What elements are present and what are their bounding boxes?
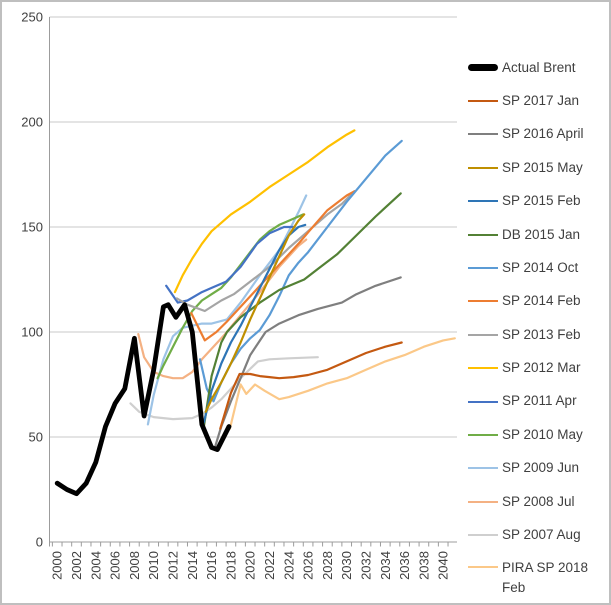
- x-axis-label: 2024: [281, 551, 296, 580]
- legend-item-sp-2014-oct[interactable]: SP 2014 Oct: [468, 251, 609, 284]
- legend-label: SP 2007 Aug: [502, 527, 581, 543]
- chart-legend: Actual Brent SP 2017 Jan SP 2016 April SP 2…: [468, 51, 609, 599]
- x-axis-label: 2006: [108, 551, 123, 580]
- x-axis-label: 2004: [88, 551, 103, 580]
- legend-label: SP 2014 Oct: [502, 259, 579, 275]
- x-axis-label: 2022: [262, 551, 277, 580]
- legend-label: SP 2015 May: [502, 159, 583, 175]
- legend-swatch-sp-2017-jan: [468, 100, 498, 103]
- x-axis-label: 2016: [204, 551, 219, 580]
- legend-swatch-sp-2014-feb: [468, 300, 498, 303]
- legend-label: SP 2013 Feb: [502, 326, 581, 342]
- x-axis-label: 2000: [50, 551, 65, 580]
- legend-label: PIRA SP 2018 Feb: [502, 559, 589, 596]
- legend-item-sp-2011-apr[interactable]: SP 2011 Apr: [468, 385, 609, 418]
- series-line-sp-2017-jan[interactable]: [219, 341, 403, 430]
- series-line-sp-2013-feb[interactable]: [175, 190, 356, 313]
- x-axis-label: 2008: [127, 551, 142, 580]
- x-axis-label: 2026: [301, 551, 316, 580]
- legend-label: SP 2016 April: [502, 126, 584, 142]
- x-axis-label: 2010: [146, 551, 161, 580]
- series-line-sp-2012-mar[interactable]: [173, 129, 356, 294]
- legend-item-sp-2012-mar[interactable]: SP 2012 Mar: [468, 352, 609, 385]
- legend-item-sp-2008-jul[interactable]: SP 2008 Jul: [468, 485, 609, 518]
- x-axis-label: 2018: [223, 551, 238, 580]
- series-line-sp-2016-april[interactable]: [214, 276, 402, 447]
- series-line-sp-2014-oct[interactable]: [198, 139, 403, 403]
- legend-swatch-sp-2016-april: [468, 133, 498, 136]
- legend-label: SP 2012 Mar: [502, 360, 581, 376]
- series-line-sp-2015-may[interactable]: [204, 213, 306, 413]
- series-line-sp-2007-aug[interactable]: [129, 356, 319, 421]
- x-axis-label: 2036: [397, 551, 412, 580]
- series-line-pira-sp-2018-feb[interactable]: [228, 337, 456, 430]
- series-line-sp-2011-apr[interactable]: [165, 225, 296, 304]
- legend-item-pira-sp-2018-feb[interactable]: PIRA SP 2018 Feb: [468, 552, 609, 599]
- legend-swatch-sp-2015-feb: [468, 200, 498, 203]
- legend-swatch-sp-2010-may: [468, 433, 498, 436]
- x-axis-label: 2012: [166, 551, 181, 580]
- legend-swatch-sp-2013-feb: [468, 333, 498, 336]
- x-axis-label: 2038: [416, 551, 431, 580]
- legend-swatch-sp-2012-mar: [468, 367, 498, 370]
- x-axis-label: 2028: [320, 551, 335, 580]
- legend-item-db-2015-jan[interactable]: DB 2015 Jan: [468, 218, 609, 251]
- legend-item-sp-2014-feb[interactable]: SP 2014 Feb: [468, 285, 609, 318]
- legend-item-sp-2015-feb[interactable]: SP 2015 Feb: [468, 185, 609, 218]
- x-axis-label: 2040: [436, 551, 451, 580]
- y-axis-label: 100: [21, 325, 43, 340]
- legend-item-sp-2013-feb[interactable]: SP 2013 Feb: [468, 318, 609, 351]
- legend-label: SP 2014 Feb: [502, 293, 581, 309]
- legend-label: SP 2008 Jul: [502, 493, 575, 509]
- y-axis-label: 50: [29, 430, 43, 445]
- y-axis-label: 0: [36, 535, 43, 550]
- legend-swatch-sp-2008-jul: [468, 500, 498, 503]
- legend-swatch-sp-2007-aug: [468, 534, 498, 537]
- legend-item-actual-brent[interactable]: Actual Brent: [468, 51, 609, 84]
- legend-swatch-sp-2015-may: [468, 166, 498, 169]
- legend-label: SP 2009 Jun: [502, 460, 580, 476]
- legend-swatch-sp-2011-apr: [468, 400, 498, 403]
- series-line-sp-2008-jul[interactable]: [137, 238, 308, 380]
- legend-swatch-db-2015-jan: [468, 233, 498, 236]
- legend-label: SP 2011 Apr: [502, 393, 577, 409]
- series-line-actual-brent[interactable]: [54, 302, 232, 497]
- y-axis-label: 200: [21, 115, 43, 130]
- y-axis-label: 150: [21, 220, 43, 235]
- x-axis-label: 2014: [185, 551, 200, 580]
- legend-item-sp-2009-jun[interactable]: SP 2009 Jun: [468, 452, 609, 485]
- x-axis-label: 2034: [378, 551, 393, 580]
- legend-label: DB 2015 Jan: [502, 226, 581, 242]
- legend-label: SP 2010 May: [502, 426, 583, 442]
- legend-label: Actual Brent: [502, 59, 576, 75]
- x-axis-label: 2030: [339, 551, 354, 580]
- series-line-sp-2009-jun[interactable]: [146, 194, 308, 426]
- x-axis-label: 2032: [359, 551, 374, 580]
- legend-item-sp-2010-may[interactable]: SP 2010 May: [468, 418, 609, 451]
- legend-label: SP 2015 Feb: [502, 193, 581, 209]
- legend-label: SP 2017 Jan: [502, 92, 580, 108]
- legend-item-sp-2015-may[interactable]: SP 2015 May: [468, 151, 609, 184]
- legend-swatch-pira-sp-2018-feb: [468, 565, 498, 568]
- x-axis-label: 2020: [243, 551, 258, 580]
- series-line-db-2015-jan[interactable]: [202, 192, 402, 428]
- legend-swatch-sp-2014-oct: [468, 267, 498, 270]
- y-axis-label: 250: [21, 10, 43, 25]
- x-axis-label: 2002: [69, 551, 84, 580]
- legend-swatch-sp-2009-jun: [468, 467, 498, 470]
- legend-item-sp-2016-april[interactable]: SP 2016 April: [468, 118, 609, 151]
- legend-item-sp-2007-aug[interactable]: SP 2007 Aug: [468, 518, 609, 551]
- legend-item-sp-2017-jan[interactable]: SP 2017 Jan: [468, 84, 609, 117]
- legend-swatch-actual-brent: [468, 64, 498, 72]
